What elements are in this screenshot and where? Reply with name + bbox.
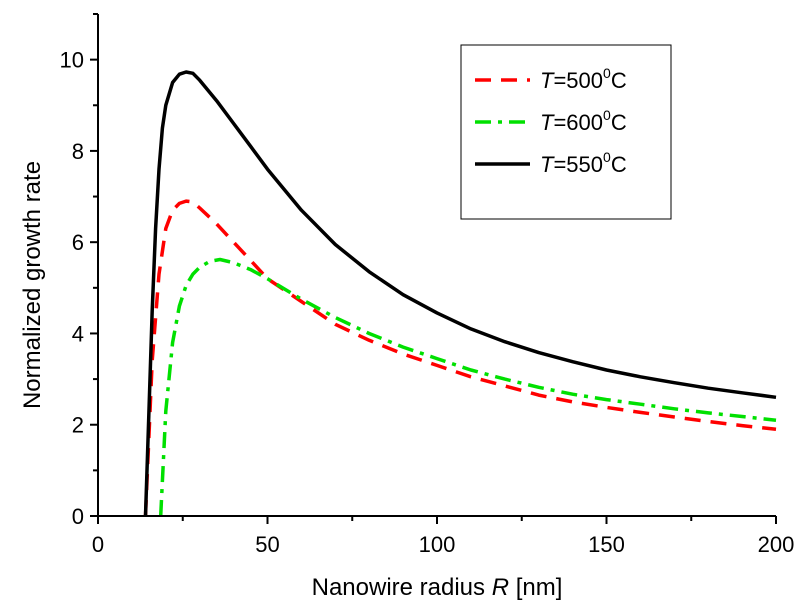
legend-label: T=5500C [540,149,627,177]
legend-label: T=6000C [540,107,627,135]
plot-area [143,70,777,517]
y-tick-label: 2 [72,413,84,438]
x-tick-label: 150 [588,532,625,557]
y-tick-label: 0 [72,504,84,529]
x-tick-label: 200 [758,532,795,557]
y-axis-title: Normalized growth rate [19,161,46,409]
legend: T=5000C T=6000C T=5500C [460,44,672,220]
series-line [143,199,777,517]
ticks: 0 50 100 150 200 0 2 4 6 8 10 [60,13,795,557]
y-tick-label: 8 [72,139,84,164]
y-tick-label: 10 [60,48,84,73]
legend-label: T=5000C [540,65,627,93]
x-axis-title: Nanowire radius R [nm] [312,574,563,601]
y-tick-label: 6 [72,230,84,255]
x-tick-label: 0 [92,532,104,557]
axes [97,14,776,517]
y-tick-label: 4 [72,321,84,346]
x-tick-label: 100 [419,532,456,557]
series-line [143,70,777,517]
legend-box [460,44,672,220]
series-line [158,257,777,517]
x-tick-label: 50 [255,532,279,557]
